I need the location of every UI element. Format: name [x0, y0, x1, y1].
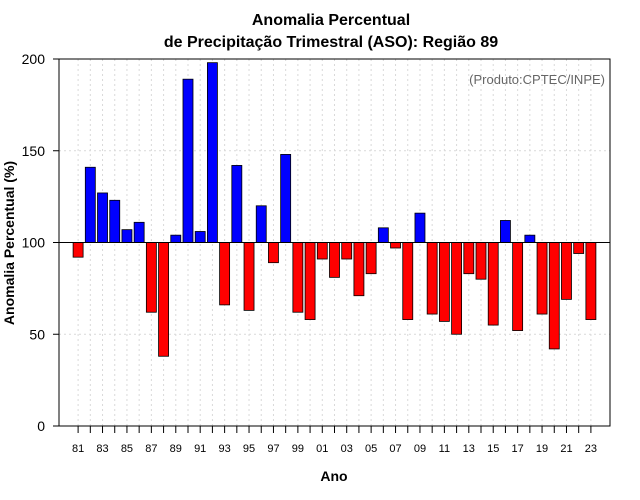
x-tick-label: 07	[389, 443, 401, 455]
y-tick-label: 100	[22, 235, 46, 251]
x-tick-label: 81	[72, 443, 84, 455]
x-tick-label: 95	[243, 443, 255, 455]
x-tick-label: 17	[512, 443, 524, 455]
bar-81	[72, 242, 84, 258]
bar-87	[145, 242, 157, 313]
x-tick-label: 93	[218, 443, 230, 455]
bar-15	[487, 242, 499, 326]
bar-09	[414, 212, 426, 243]
x-tick-label: 23	[585, 443, 597, 455]
bar-23	[585, 242, 597, 320]
chart-title-line1: Anomalia Percentual	[252, 12, 410, 29]
x-tick-label: 13	[463, 443, 475, 455]
bar-17	[512, 242, 524, 331]
bar-92	[207, 62, 218, 243]
bar-01	[316, 242, 328, 260]
x-tick-label: 03	[341, 443, 353, 455]
y-tick-label: 50	[29, 326, 45, 342]
credit-label: (Produto:CPTEC/INPE)	[469, 72, 605, 87]
bar-84	[109, 199, 121, 243]
bar-13	[463, 242, 475, 275]
bar-04	[353, 242, 365, 297]
bar-93	[219, 242, 231, 306]
bar-02	[329, 242, 340, 278]
x-tick-label: 21	[560, 443, 572, 455]
bar-07	[390, 242, 401, 249]
bar-21	[561, 242, 572, 300]
grid-lines	[59, 59, 610, 426]
bar-19	[536, 242, 548, 315]
x-tick-label: 05	[365, 443, 377, 455]
x-tick-label: 87	[145, 443, 157, 455]
bar-85	[121, 229, 133, 243]
bar-08	[402, 242, 414, 320]
x-tick-label: 19	[536, 443, 548, 455]
x-tick-label: 15	[487, 443, 499, 455]
x-tick-label: 89	[170, 443, 182, 455]
bar-86	[133, 221, 145, 243]
y-tick-label: 0	[37, 418, 45, 434]
bar-12	[451, 242, 462, 335]
x-axis-label: Ano	[320, 468, 347, 484]
bar-05	[365, 242, 377, 275]
bar-14	[475, 242, 487, 280]
bar-03	[341, 242, 353, 260]
bar-91	[194, 231, 206, 243]
bar-06	[377, 227, 389, 243]
x-tick-label: 01	[316, 443, 328, 455]
bar-99	[292, 242, 304, 313]
x-tick-label: 11	[439, 443, 450, 455]
x-tick-label: 97	[267, 443, 279, 455]
y-tick-label: 200	[22, 51, 46, 67]
bar-90	[182, 78, 194, 243]
y-axis-ticks: 0 50 100 150 200	[22, 51, 59, 434]
bar-00	[304, 242, 316, 320]
bars	[72, 62, 597, 357]
bar-95	[243, 242, 255, 311]
x-tick-label: 09	[414, 443, 426, 455]
x-tick-label: 83	[96, 443, 108, 455]
bar-98	[280, 154, 292, 243]
bar-20	[548, 242, 560, 350]
x-tick-label: 99	[292, 443, 304, 455]
bar-18	[524, 234, 536, 243]
x-axis-ticks: 81 83 85 87 89 91 93 95 97 99 01 03 05 07 09 11 13 15 17 19…	[72, 426, 597, 455]
bar-16	[500, 220, 511, 243]
bar-88	[158, 242, 169, 357]
bar-96	[255, 205, 267, 243]
bar-11	[438, 242, 450, 322]
x-tick-label: 85	[121, 443, 133, 455]
bar-10	[426, 242, 438, 315]
y-tick-label: 150	[22, 143, 46, 159]
bar-97	[268, 242, 279, 264]
y-axis-label: Anomalia Percentual (%)	[1, 161, 17, 325]
bar-89	[170, 234, 182, 243]
bar-22	[573, 242, 585, 254]
chart-title-line2: de Precipitação Trimestral (ASO): Região…	[164, 34, 498, 51]
bar-82	[84, 166, 96, 243]
x-tick-label: 91	[194, 443, 206, 455]
bar-83	[97, 192, 108, 243]
bar-94	[231, 165, 243, 243]
